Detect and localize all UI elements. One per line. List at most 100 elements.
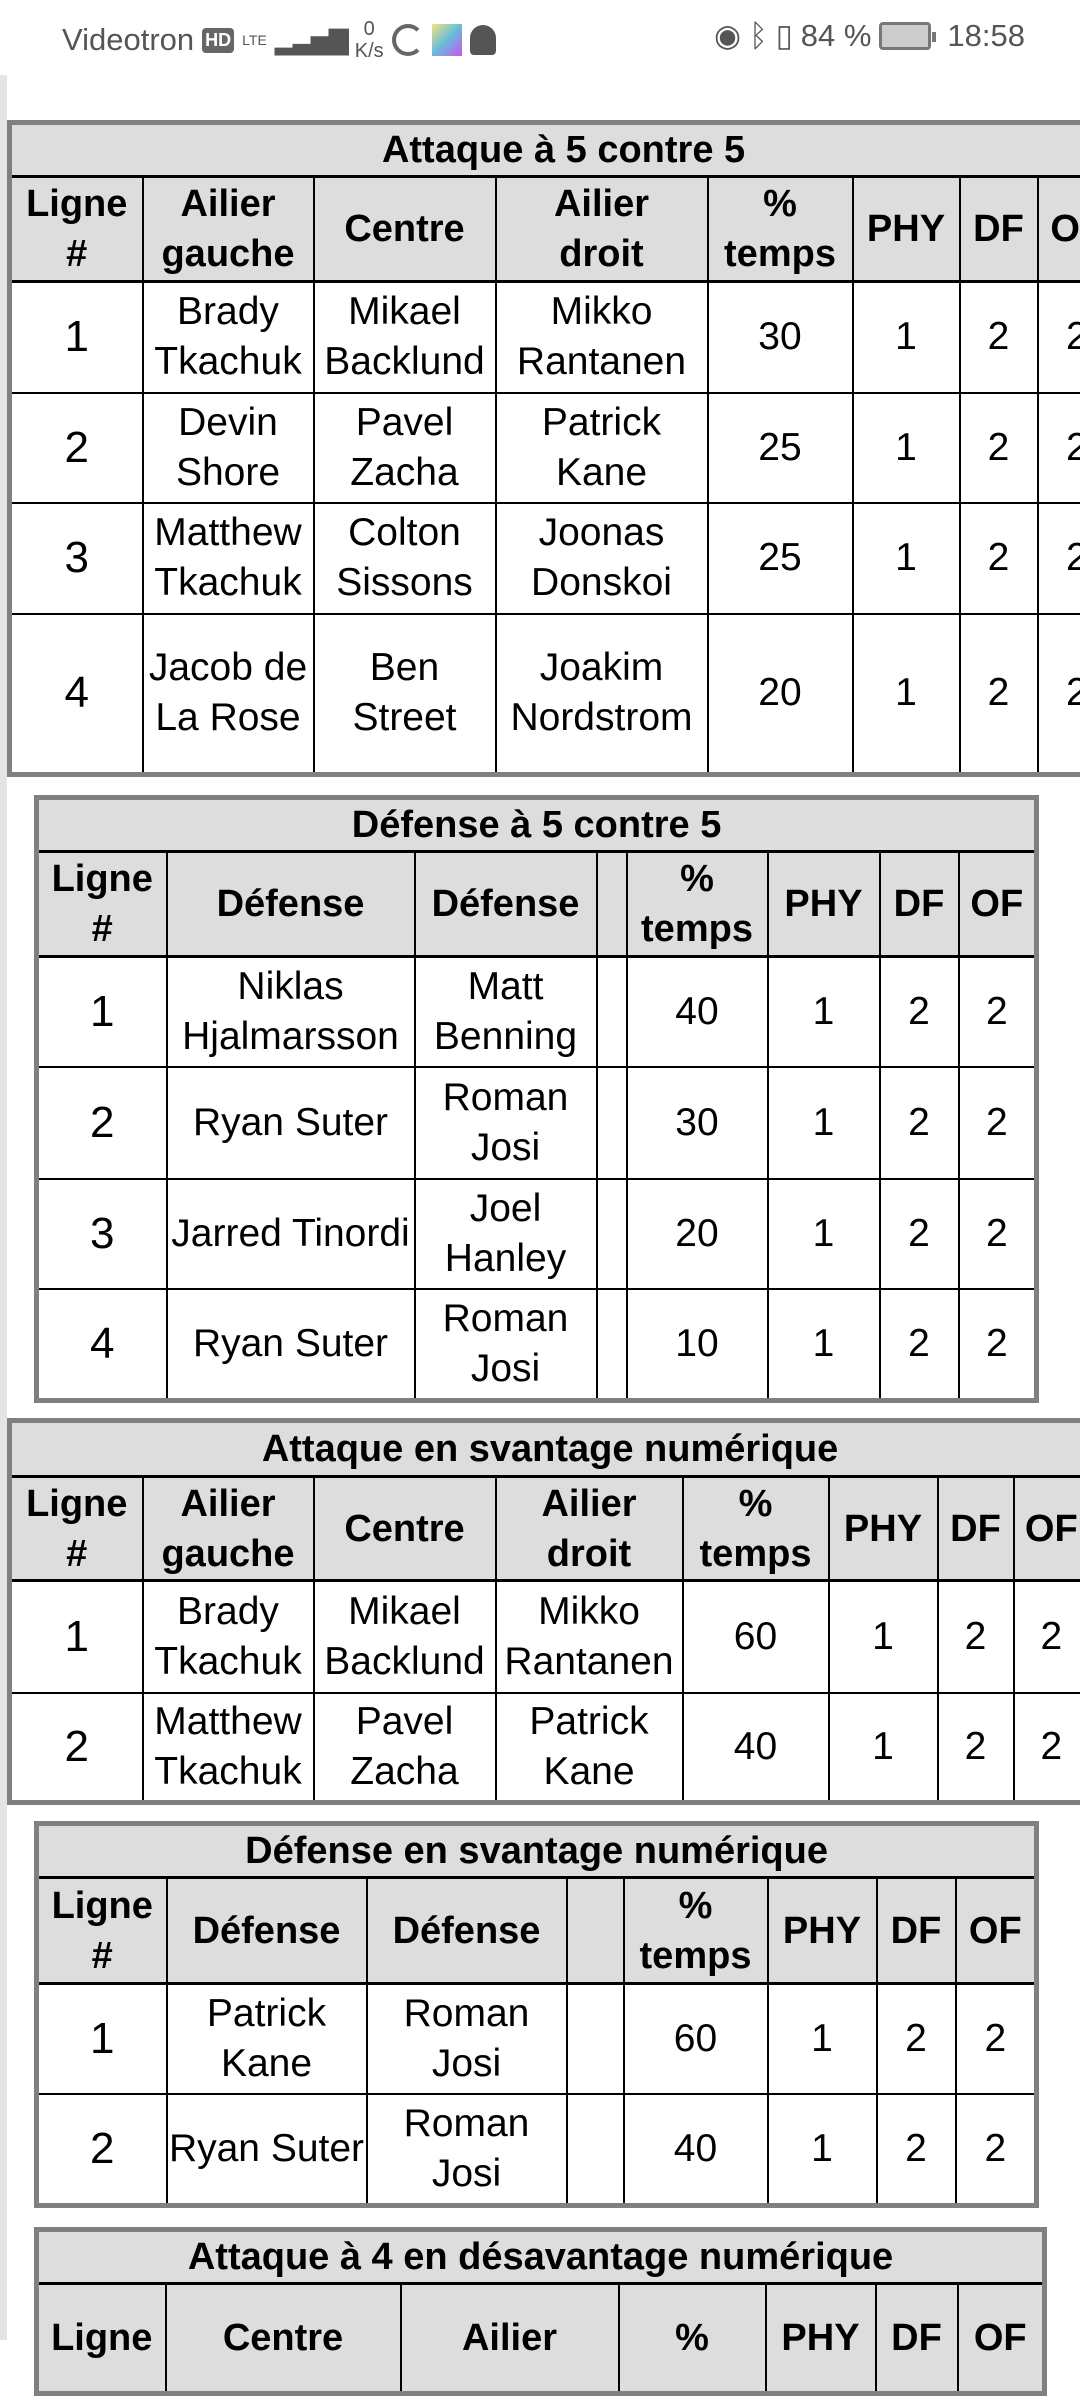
table-cell: 1 bbox=[768, 1179, 880, 1289]
column-header: DF bbox=[938, 1477, 1014, 1581]
table-cell: Jarred Tinordi bbox=[167, 1179, 415, 1289]
table-cell: 25 bbox=[708, 393, 853, 503]
column-header: OF bbox=[1038, 177, 1080, 282]
line-number-cell: 2 bbox=[10, 1693, 143, 1803]
column-header: DF bbox=[877, 1878, 956, 1984]
battery-percent: 84 % bbox=[801, 18, 872, 54]
column-header: Ailier bbox=[401, 2284, 619, 2394]
table-cell: 1 bbox=[829, 1693, 938, 1803]
table-cell: 2 bbox=[960, 282, 1038, 393]
table-cell: 2 bbox=[960, 393, 1038, 503]
bluetooth-icon: ᛒ bbox=[749, 18, 768, 54]
column-header: OF bbox=[1014, 1477, 1080, 1581]
table-title: Attaque à 5 contre 5 bbox=[10, 123, 1080, 177]
table-cell: 1 bbox=[853, 614, 960, 775]
table-cell bbox=[567, 1984, 624, 2094]
table-cell: 20 bbox=[627, 1179, 768, 1289]
table-cell: 2 bbox=[880, 1067, 959, 1179]
signal-bars-icon: ▂▃▅▇ bbox=[275, 25, 347, 56]
column-header: PHY bbox=[766, 2284, 876, 2394]
table-cell: 2 bbox=[938, 1693, 1014, 1803]
title-row: Défense en svantage numérique bbox=[37, 1824, 1037, 1878]
table-cell: 2 bbox=[880, 957, 959, 1067]
table-cell: 1 bbox=[768, 1984, 877, 2094]
table-cell: Devin Shore bbox=[143, 393, 314, 503]
column-header: Défense bbox=[167, 852, 415, 957]
column-header bbox=[597, 852, 627, 957]
column-header: Défense bbox=[415, 852, 597, 957]
table-cell: 1 bbox=[853, 503, 960, 614]
line-number-cell: 1 bbox=[37, 957, 167, 1067]
app-icon bbox=[432, 24, 462, 56]
column-header: DF bbox=[876, 2284, 958, 2394]
table-cell: Joonas Donskoi bbox=[496, 503, 708, 614]
table-cell: 10 bbox=[627, 1289, 768, 1401]
column-header: Ailier droit bbox=[496, 1477, 683, 1581]
column-header: % temps bbox=[624, 1878, 768, 1984]
table-title: Attaque à 4 en désavantage numérique bbox=[37, 2230, 1045, 2284]
table-cell: Joel Hanley bbox=[415, 1179, 597, 1289]
line-number-cell: 2 bbox=[10, 393, 143, 503]
table-cell: 2 bbox=[959, 1067, 1037, 1179]
speed-value: 0 bbox=[364, 18, 375, 40]
table-cell: Patrick Kane bbox=[496, 393, 708, 503]
column-header: DF bbox=[880, 852, 959, 957]
carrier-name: Videotron bbox=[62, 22, 194, 58]
table-cell: 1 bbox=[768, 1289, 880, 1401]
table-cell: 30 bbox=[708, 282, 853, 393]
column-header: PHY bbox=[853, 177, 960, 282]
table-title: Défense en svantage numérique bbox=[37, 1824, 1037, 1878]
column-header: Ligne bbox=[37, 2284, 166, 2394]
table-cell bbox=[597, 957, 627, 1067]
title-row: Attaque en svantage numérique bbox=[10, 1421, 1080, 1477]
column-header: Centre bbox=[314, 1477, 496, 1581]
table-cell: Roman Josi bbox=[415, 1289, 597, 1401]
table-cell: 2 bbox=[956, 2094, 1037, 2206]
table-cell bbox=[597, 1179, 627, 1289]
table-cell: 2 bbox=[956, 1984, 1037, 2094]
column-header: Ligne # bbox=[37, 852, 167, 957]
column-header: Défense bbox=[367, 1878, 567, 1984]
table-cell: Roman Josi bbox=[415, 1067, 597, 1179]
table-cell: 2 bbox=[959, 1289, 1037, 1401]
table-cell: 2 bbox=[877, 2094, 956, 2206]
table-cell: Ryan Suter bbox=[167, 2094, 367, 2206]
table-cell: 2 bbox=[960, 614, 1038, 775]
table-cell: 1 bbox=[829, 1581, 938, 1693]
table-cell: 2 bbox=[1038, 282, 1080, 393]
column-header: Centre bbox=[314, 177, 496, 282]
line-number-cell: 1 bbox=[10, 1581, 143, 1693]
table-cell: Matthew Tkachuk bbox=[143, 1693, 314, 1803]
column-header: % temps bbox=[627, 852, 768, 957]
table-cell: Mikko Rantanen bbox=[496, 282, 708, 393]
table-cell: 25 bbox=[708, 503, 853, 614]
table-cell: Patrick Kane bbox=[496, 1693, 683, 1803]
column-header: Ligne # bbox=[10, 177, 143, 282]
table-cell: Brady Tkachuk bbox=[143, 282, 314, 393]
table-cell bbox=[597, 1289, 627, 1401]
column-header: Centre bbox=[166, 2284, 401, 2394]
table-cell: 2 bbox=[1038, 393, 1080, 503]
table-cell: Roman Josi bbox=[367, 2094, 567, 2206]
sync-icon bbox=[392, 24, 424, 56]
hd-badge: HD bbox=[202, 28, 234, 53]
column-header: % bbox=[619, 2284, 766, 2394]
eye-icon: ◉ bbox=[714, 18, 741, 54]
table-cell: 2 bbox=[880, 1179, 959, 1289]
table-cell: 30 bbox=[627, 1067, 768, 1179]
column-header: Ailier gauche bbox=[143, 1477, 314, 1581]
line-number-cell: 3 bbox=[37, 1179, 167, 1289]
column-header: % temps bbox=[683, 1477, 829, 1581]
table-cell: 2 bbox=[959, 957, 1037, 1067]
